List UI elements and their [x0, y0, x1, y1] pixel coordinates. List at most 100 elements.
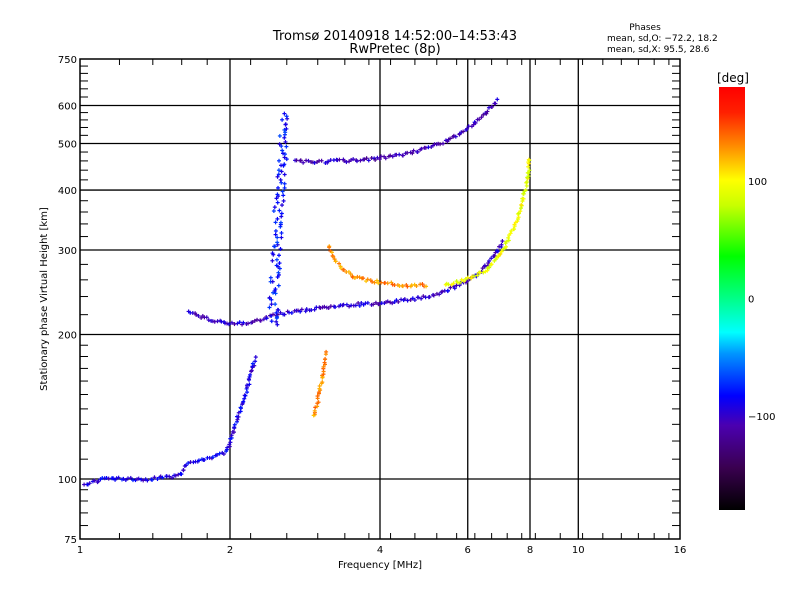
data-point [506, 235, 511, 240]
data-point [346, 269, 351, 274]
data-point [499, 249, 504, 254]
data-point [280, 148, 285, 153]
data-point [282, 185, 287, 190]
data-point [237, 320, 242, 325]
data-point [461, 279, 466, 284]
data-point [235, 321, 240, 326]
data-point [253, 355, 258, 360]
data-point [357, 275, 362, 280]
data-point [375, 155, 380, 160]
data-point [401, 153, 406, 158]
data-point [412, 298, 417, 303]
data-point [519, 202, 524, 207]
data-point [471, 274, 476, 279]
data-point [516, 215, 521, 220]
data-point [270, 258, 275, 263]
data-point [87, 481, 92, 486]
data-point [280, 203, 285, 208]
data-point [416, 295, 421, 300]
y-tick-label: 100 [58, 475, 77, 486]
data-point [373, 157, 378, 162]
data-point [457, 280, 462, 285]
data-point [232, 430, 237, 435]
data-point [248, 372, 253, 377]
data-point [337, 157, 342, 162]
data-point [419, 146, 424, 151]
data-point [227, 442, 232, 447]
data-point [170, 475, 175, 480]
data-point [465, 275, 470, 280]
data-point [410, 296, 415, 301]
data-point [141, 478, 146, 483]
data-point [150, 477, 155, 482]
data-point [419, 296, 424, 301]
data-point [374, 278, 379, 283]
y-tick-label: 400 [58, 186, 77, 197]
data-point [282, 172, 287, 177]
data-point [333, 259, 338, 264]
data-point [275, 322, 280, 327]
data-point [451, 281, 456, 286]
data-point [348, 271, 353, 276]
data-point [275, 275, 280, 280]
data-point [366, 158, 371, 163]
data-point [283, 152, 288, 157]
data-point [365, 277, 370, 282]
data-point [273, 287, 278, 292]
data-point [167, 474, 172, 479]
data-point [283, 139, 288, 144]
data-point [527, 168, 532, 173]
data-point [337, 261, 342, 266]
axis-ticks [79, 59, 680, 539]
data-point [184, 463, 189, 468]
data-point [173, 473, 178, 478]
data-point [270, 279, 275, 284]
y-tick-label: 500 [58, 140, 77, 151]
data-point [371, 302, 376, 307]
data-point [353, 303, 358, 308]
data-point [441, 141, 446, 146]
data-point [504, 244, 509, 249]
x-tick-label: 6 [465, 545, 471, 556]
data-point [445, 288, 450, 293]
y-tick-label: 300 [58, 246, 77, 257]
y-tick-label: 600 [58, 102, 77, 113]
data-point [96, 479, 101, 484]
data-point [241, 399, 246, 404]
data-point [319, 158, 324, 163]
data-point [274, 319, 279, 324]
data-point [258, 318, 263, 323]
data-point [515, 219, 520, 224]
data-point [229, 433, 234, 438]
data-point [480, 266, 485, 271]
data-point [296, 308, 301, 313]
data-point [420, 282, 425, 287]
data-point [526, 164, 531, 169]
data-point [268, 275, 273, 280]
y-axis-label: Stationary phase Virtual Height [km] [39, 207, 50, 391]
data-point [280, 151, 285, 156]
data-point [252, 318, 257, 323]
data-point [282, 181, 287, 186]
data-point [516, 211, 521, 216]
data-point [217, 451, 222, 456]
stats-x-mode: mean, sd,X: 95.5, 28.6 [607, 45, 710, 55]
data-point [136, 476, 141, 481]
data-point [236, 414, 241, 419]
data-point [275, 200, 280, 205]
data-point [298, 158, 303, 163]
data-point [414, 283, 419, 288]
data-point [210, 455, 215, 460]
data-point [270, 251, 275, 256]
data-point [464, 126, 469, 131]
data-point [487, 265, 492, 270]
data-point [261, 317, 266, 322]
data-point [275, 314, 280, 319]
data-point [274, 263, 279, 268]
data-point [350, 275, 355, 280]
data-point [204, 315, 209, 320]
data-point [274, 310, 279, 315]
data-point [461, 129, 466, 134]
data-point [202, 457, 207, 462]
data-point [280, 189, 285, 194]
